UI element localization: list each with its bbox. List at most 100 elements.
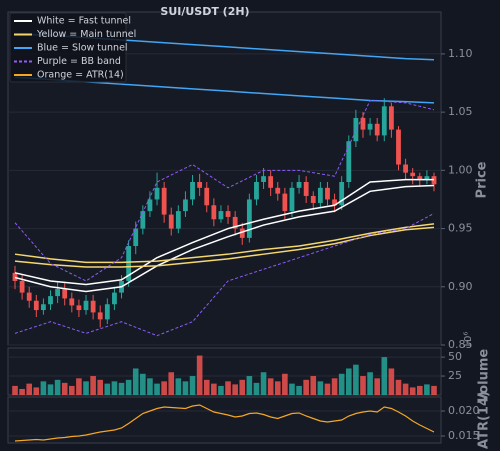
candle-body [104, 304, 110, 320]
candle-body [303, 181, 309, 196]
candle-body [360, 117, 366, 130]
volume-bar [90, 376, 96, 395]
candle-body [282, 193, 288, 212]
volume-bar [47, 384, 54, 395]
candle-body [232, 216, 238, 229]
volume-bar [374, 378, 380, 395]
candle-body [218, 211, 224, 220]
candle-body [254, 181, 259, 200]
overlay-line [14, 99, 435, 282]
volume-bar [203, 379, 210, 395]
legend-label: Blue = Slow tunnel [37, 43, 128, 54]
volume-bar [97, 379, 104, 395]
candle-body [332, 199, 337, 206]
atr-line [14, 404, 435, 442]
candle-body [289, 187, 295, 212]
candle-body [261, 176, 266, 182]
overlay-line [14, 212, 435, 337]
volume-bar [211, 383, 217, 395]
chart-title: SUI/USDT (2H) [160, 5, 249, 18]
y-tick-label: 0.95 [448, 222, 473, 235]
y-axis-label: Price [475, 161, 490, 198]
volume-bar [296, 385, 302, 395]
candle-body [154, 187, 160, 200]
overlay-line [14, 178, 434, 286]
volume-bar [218, 385, 224, 395]
volume-bar [416, 385, 423, 395]
candle-body [211, 205, 217, 220]
y-axis-label: Volume [477, 349, 492, 404]
legend-label: White = Fast tunnel [37, 16, 131, 27]
volume-bar [54, 379, 61, 395]
volume-bar [431, 385, 437, 395]
overlay-line [14, 223, 435, 264]
volume-bar [253, 382, 260, 395]
candle-body [90, 300, 96, 313]
legend: White = Fast tunnel Yellow = Main tunnel B… [9, 12, 136, 83]
y-tick-label: 0.90 [448, 280, 473, 293]
candle-body [140, 211, 146, 229]
volume-bar [402, 383, 409, 395]
volume-bar [168, 372, 175, 395]
y-tick-label: 0.015 [448, 429, 480, 442]
volume-bar [182, 381, 189, 395]
candle-body [381, 106, 387, 136]
volume-bar [69, 385, 75, 395]
candle-body [246, 199, 252, 238]
candle-body [296, 181, 302, 188]
overlay-line [14, 184, 435, 293]
volume-bar [232, 384, 238, 395]
y-tick-label: 0.85 [448, 338, 473, 351]
candle-body [410, 172, 416, 177]
volume-bar [83, 381, 89, 395]
candle-body [41, 304, 46, 311]
volume-bar [33, 387, 40, 395]
volume-bar [147, 378, 153, 395]
candle-body [190, 181, 195, 200]
candle-body [147, 199, 153, 212]
volume-bar [395, 379, 402, 395]
candle-body [325, 187, 330, 200]
candle-body [346, 141, 352, 182]
candle-body [126, 246, 132, 281]
volume-bar [381, 357, 388, 395]
candle-body [403, 164, 408, 173]
volume-bar [424, 384, 430, 395]
candle-body [225, 211, 231, 217]
candle-body [62, 289, 68, 299]
y-tick-label: 0.020 [448, 404, 480, 417]
candle-body [19, 280, 25, 293]
candle-body [424, 176, 430, 180]
candle-body [197, 181, 203, 188]
overlay-line [14, 226, 435, 268]
candle-body [396, 129, 401, 165]
volume-bar [331, 378, 338, 395]
candle-body [26, 292, 32, 301]
volume-bar [125, 379, 132, 395]
candle-body [367, 123, 373, 130]
candle-body [12, 272, 18, 281]
candle-body [239, 228, 245, 238]
volume-bar [104, 383, 111, 395]
candle-body [339, 181, 345, 206]
volume-bar [303, 379, 309, 395]
volume-bar [239, 379, 246, 395]
volume-bar [246, 376, 253, 395]
candle-body [161, 187, 167, 215]
legend-label: Yellow = Main tunnel [36, 29, 136, 40]
legend-label: Purple = BB band [37, 56, 121, 67]
candle-body [183, 199, 188, 212]
volume-bar [111, 381, 118, 395]
volume-bar [161, 381, 167, 395]
volume-bar [225, 381, 231, 395]
volume-bar [360, 376, 366, 395]
candle-body [97, 312, 103, 320]
candle-body [353, 117, 359, 142]
volume-bar [367, 372, 373, 395]
volume-bar [353, 364, 359, 395]
candle-body [168, 214, 174, 229]
volume-bar [338, 373, 345, 395]
y-tick-label: 1.00 [448, 163, 473, 176]
volume-bar [189, 376, 196, 395]
